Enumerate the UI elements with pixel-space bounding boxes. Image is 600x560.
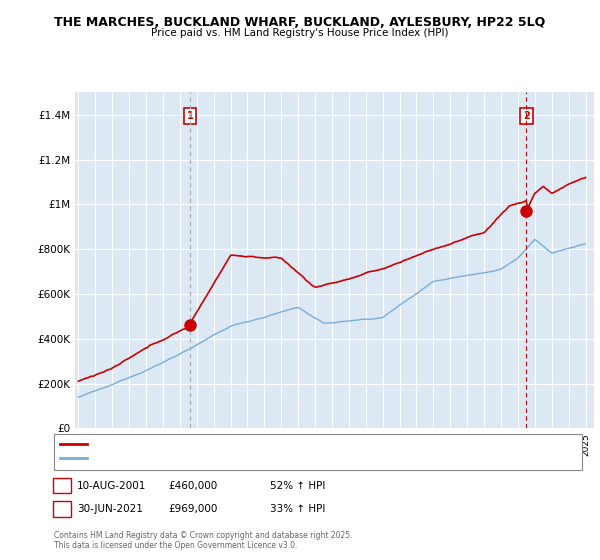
Text: HPI: Average price, detached house, Buckinghamshire: HPI: Average price, detached house, Buck… [91, 454, 326, 463]
Text: £460,000: £460,000 [168, 480, 217, 491]
Text: THE MARCHES, BUCKLAND WHARF, BUCKLAND, AYLESBURY, HP22 5LQ (detached house): THE MARCHES, BUCKLAND WHARF, BUCKLAND, A… [91, 440, 476, 449]
Text: 10-AUG-2001: 10-AUG-2001 [77, 480, 146, 491]
Text: 1: 1 [187, 111, 193, 121]
Text: £969,000: £969,000 [168, 504, 217, 514]
Text: Contains HM Land Registry data © Crown copyright and database right 2025.
This d: Contains HM Land Registry data © Crown c… [54, 531, 353, 550]
Text: 30-JUN-2021: 30-JUN-2021 [77, 504, 143, 514]
Text: 2: 2 [59, 504, 66, 514]
Text: 2: 2 [523, 111, 530, 121]
Text: THE MARCHES, BUCKLAND WHARF, BUCKLAND, AYLESBURY, HP22 5LQ: THE MARCHES, BUCKLAND WHARF, BUCKLAND, A… [55, 16, 545, 29]
Text: 33% ↑ HPI: 33% ↑ HPI [270, 504, 325, 514]
Text: Price paid vs. HM Land Registry's House Price Index (HPI): Price paid vs. HM Land Registry's House … [151, 28, 449, 38]
Text: 52% ↑ HPI: 52% ↑ HPI [270, 480, 325, 491]
Text: 1: 1 [59, 480, 66, 491]
